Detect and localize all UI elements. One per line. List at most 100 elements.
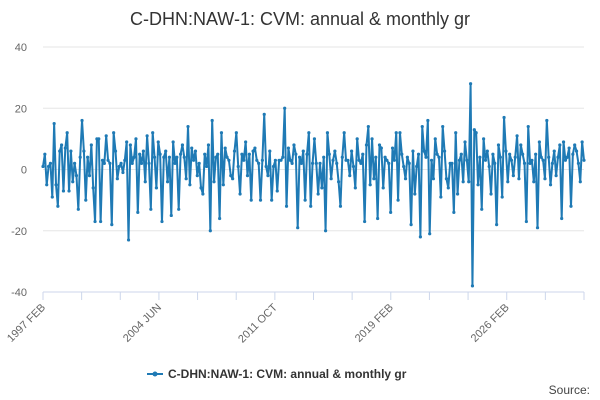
data-point[interactable] bbox=[504, 149, 508, 153]
data-point[interactable] bbox=[99, 219, 103, 224]
data-point[interactable] bbox=[152, 155, 157, 159]
data-point[interactable] bbox=[284, 204, 289, 208]
data-point[interactable] bbox=[472, 128, 476, 132]
data-point[interactable] bbox=[327, 152, 331, 156]
data-point[interactable] bbox=[493, 161, 497, 165]
data-point[interactable] bbox=[121, 170, 125, 175]
data-point[interactable] bbox=[301, 149, 305, 153]
data-point[interactable] bbox=[50, 195, 54, 199]
data-point[interactable] bbox=[463, 140, 467, 144]
data-point[interactable] bbox=[262, 112, 266, 116]
data-point[interactable] bbox=[206, 143, 211, 147]
data-point[interactable] bbox=[247, 152, 251, 156]
data-point[interactable] bbox=[322, 155, 326, 159]
data-point[interactable] bbox=[232, 149, 237, 153]
data-point[interactable] bbox=[59, 143, 64, 147]
data-point[interactable] bbox=[279, 158, 283, 162]
data-point[interactable] bbox=[409, 223, 413, 227]
data-point[interactable] bbox=[310, 161, 315, 165]
data-point[interactable] bbox=[270, 198, 274, 202]
data-point[interactable] bbox=[403, 177, 408, 181]
data-point[interactable] bbox=[420, 125, 424, 129]
data-point[interactable] bbox=[73, 161, 77, 165]
data-point[interactable] bbox=[539, 155, 543, 159]
data-point[interactable] bbox=[556, 155, 560, 159]
data-point[interactable] bbox=[416, 152, 421, 156]
data-point[interactable] bbox=[41, 164, 45, 169]
data-point[interactable] bbox=[52, 121, 56, 126]
data-point[interactable] bbox=[398, 131, 402, 135]
data-point[interactable] bbox=[366, 125, 370, 129]
data-point[interactable] bbox=[498, 155, 502, 159]
data-point[interactable] bbox=[392, 158, 396, 162]
data-point[interactable] bbox=[158, 152, 162, 156]
data-point[interactable] bbox=[500, 195, 504, 199]
data-point[interactable] bbox=[370, 137, 374, 141]
data-point[interactable] bbox=[273, 158, 277, 162]
data-point[interactable] bbox=[509, 158, 514, 162]
data-point[interactable] bbox=[571, 152, 575, 156]
data-point[interactable] bbox=[115, 177, 119, 181]
data-point[interactable] bbox=[491, 152, 495, 156]
data-point[interactable] bbox=[193, 149, 198, 153]
data-point[interactable] bbox=[368, 183, 372, 187]
data-point[interactable] bbox=[292, 143, 296, 147]
data-point[interactable] bbox=[154, 186, 159, 190]
data-point[interactable] bbox=[314, 161, 318, 165]
data-point[interactable] bbox=[337, 180, 341, 184]
data-point[interactable] bbox=[502, 115, 506, 120]
data-point[interactable] bbox=[485, 149, 489, 153]
data-point[interactable] bbox=[61, 189, 66, 193]
data-point[interactable] bbox=[82, 149, 86, 153]
data-point[interactable] bbox=[560, 216, 564, 221]
data-point[interactable] bbox=[508, 152, 512, 156]
data-point[interactable] bbox=[524, 219, 528, 224]
data-point[interactable] bbox=[93, 219, 97, 224]
data-point[interactable] bbox=[350, 149, 354, 153]
data-point[interactable] bbox=[251, 149, 255, 153]
data-point[interactable] bbox=[405, 155, 409, 159]
data-point[interactable] bbox=[320, 186, 324, 190]
data-point[interactable] bbox=[537, 140, 541, 144]
data-point[interactable] bbox=[219, 131, 224, 135]
data-point[interactable] bbox=[268, 149, 272, 153]
data-point[interactable] bbox=[513, 155, 517, 159]
data-point[interactable] bbox=[164, 149, 168, 153]
data-point[interactable] bbox=[558, 143, 562, 147]
data-point[interactable] bbox=[338, 204, 343, 208]
data-point[interactable] bbox=[517, 177, 521, 181]
data-point[interactable] bbox=[177, 207, 181, 211]
data-point[interactable] bbox=[433, 137, 437, 141]
data-point[interactable] bbox=[333, 149, 337, 153]
legend-label[interactable]: C-DHN:NAW-1: CVM: annual & monthly gr bbox=[168, 367, 407, 381]
data-point[interactable] bbox=[63, 146, 67, 150]
data-point[interactable] bbox=[225, 155, 229, 159]
data-point[interactable] bbox=[184, 177, 188, 181]
legend[interactable]: C-DHN:NAW-1: CVM: annual & monthly gr bbox=[147, 367, 407, 381]
data-point[interactable] bbox=[474, 131, 478, 135]
data-point[interactable] bbox=[188, 183, 192, 187]
data-point[interactable] bbox=[457, 158, 462, 162]
data-point[interactable] bbox=[212, 180, 216, 184]
data-point[interactable] bbox=[450, 161, 454, 165]
data-point[interactable] bbox=[359, 161, 363, 165]
data-point[interactable] bbox=[171, 140, 175, 144]
data-point[interactable] bbox=[229, 174, 233, 178]
data-point[interactable] bbox=[374, 155, 378, 159]
data-point[interactable] bbox=[528, 161, 532, 165]
data-point[interactable] bbox=[429, 158, 434, 162]
data-point[interactable] bbox=[506, 180, 510, 184]
data-point[interactable] bbox=[565, 155, 569, 159]
data-point[interactable] bbox=[563, 158, 568, 162]
data-point[interactable] bbox=[372, 177, 376, 181]
data-point[interactable] bbox=[175, 155, 179, 159]
data-point[interactable] bbox=[296, 226, 300, 230]
data-point[interactable] bbox=[56, 204, 60, 208]
data-point[interactable] bbox=[454, 131, 458, 135]
data-point[interactable] bbox=[110, 223, 114, 227]
data-point[interactable] bbox=[389, 210, 393, 214]
series-line[interactable] bbox=[42, 82, 585, 287]
data-point[interactable] bbox=[303, 198, 307, 202]
data-point[interactable] bbox=[286, 146, 290, 150]
data-point[interactable] bbox=[418, 235, 422, 239]
